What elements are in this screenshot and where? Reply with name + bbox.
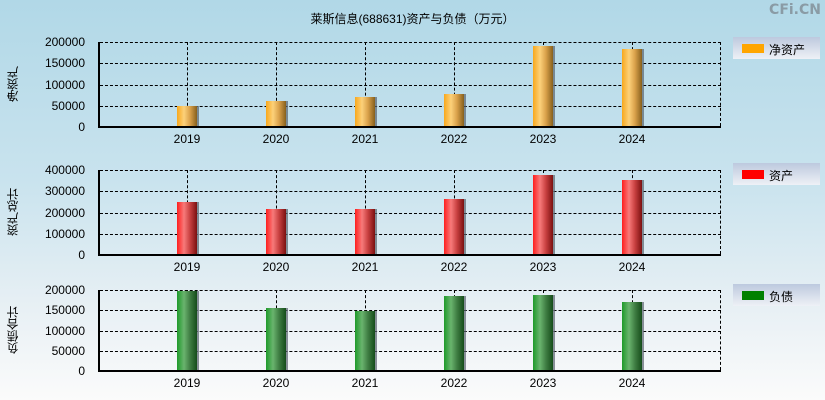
brand-logo: CFi.CN: [769, 2, 821, 18]
x-tick-label: 2022: [440, 260, 468, 274]
gridline-horizontal: [100, 290, 721, 291]
gridline-vertical: [187, 42, 188, 126]
y-tick-label: 150000: [44, 56, 85, 71]
bar-2020: [266, 308, 286, 370]
gridline-horizontal: [100, 105, 721, 107]
x-tick-label: 2020: [262, 260, 290, 274]
gridline-horizontal: [100, 212, 721, 214]
y-tick-label: 0: [78, 248, 85, 262]
x-tick-label: 2023: [529, 376, 557, 390]
y-tick-label: 200000: [44, 283, 85, 297]
x-tick-label: 2021: [351, 376, 379, 390]
gridline-horizontal: [100, 170, 721, 171]
gridline-vertical: [365, 42, 366, 126]
bar-2022: [444, 199, 464, 254]
bar-2022: [444, 94, 464, 126]
gridline-vertical: [454, 42, 455, 126]
y-tick-label: 300000: [44, 184, 85, 199]
plot-area: [98, 290, 721, 372]
legend-label: 负债: [769, 290, 794, 304]
gridline-horizontal: [100, 42, 721, 43]
bar-2021: [355, 311, 375, 370]
legend-label: 资产: [769, 169, 794, 183]
x-tick-label: 2020: [262, 376, 290, 390]
x-tick-label: 2022: [440, 376, 468, 390]
bar-2021: [355, 97, 375, 126]
x-tick-label: 2023: [529, 260, 557, 274]
y-tick-label: 0: [78, 364, 85, 378]
bar-2019: [177, 202, 197, 254]
bar-2019: [177, 106, 197, 126]
gridline-horizontal: [100, 63, 721, 65]
y-tick-label: 100000: [44, 323, 85, 338]
y-tick-label: 50000: [51, 343, 85, 358]
x-tick-label: 2020: [262, 132, 290, 146]
bar-2024: [622, 180, 642, 254]
bar-2019: [177, 291, 197, 370]
plot-area: [98, 170, 721, 256]
bar-2020: [266, 209, 286, 254]
gridline-horizontal: [100, 84, 721, 86]
bar-2023: [533, 175, 553, 254]
bar-2023: [533, 46, 553, 126]
bar-2024: [622, 302, 642, 370]
y-tick-label: 0: [78, 120, 85, 134]
y-tick-label: 50000: [51, 98, 85, 113]
gridline-horizontal: [100, 330, 721, 332]
x-tick-label: 2024: [618, 260, 646, 274]
x-tick-label: 2024: [618, 132, 646, 146]
x-tick-label: 2019: [173, 132, 201, 146]
bar-2020: [266, 101, 286, 126]
legend-label: 净资产: [769, 43, 806, 57]
x-tick-label: 2021: [351, 260, 379, 274]
y-tick-label: 100000: [44, 77, 85, 92]
x-tick-label: 2019: [173, 260, 201, 274]
bar-2021: [355, 209, 375, 254]
plot-area: [98, 42, 721, 128]
y-tick-label: 400000: [44, 163, 85, 177]
legend: 负债: [733, 284, 820, 306]
gridline-vertical: [720, 42, 721, 126]
legend: 资产: [733, 163, 820, 185]
gridline-horizontal: [100, 233, 721, 235]
bar-2023: [533, 295, 553, 370]
legend-swatch-icon: [742, 170, 764, 179]
x-tick-label: 2022: [440, 132, 468, 146]
y-tick-label: 200000: [44, 205, 85, 220]
y-tick-label: 150000: [44, 303, 85, 318]
x-tick-label: 2021: [351, 132, 379, 146]
x-tick-label: 2023: [529, 132, 557, 146]
gridline-vertical: [720, 170, 721, 254]
y-tick-label: 100000: [44, 226, 85, 241]
legend-swatch-icon: [742, 291, 764, 300]
legend: 净资产: [733, 37, 820, 59]
bar-2024: [622, 49, 642, 126]
gridline-horizontal: [100, 350, 721, 352]
gridline-horizontal: [100, 310, 721, 312]
gridline-vertical: [720, 290, 721, 370]
chart-title: 莱斯信息(688631)资产与负债（万元）: [310, 12, 515, 26]
x-tick-label: 2024: [618, 376, 646, 390]
gridline-vertical: [276, 42, 277, 126]
legend-swatch-icon: [742, 44, 764, 53]
y-tick-label: 200000: [44, 35, 85, 49]
x-tick-label: 2019: [173, 376, 201, 390]
gridline-horizontal: [100, 191, 721, 193]
bar-2022: [444, 296, 464, 370]
